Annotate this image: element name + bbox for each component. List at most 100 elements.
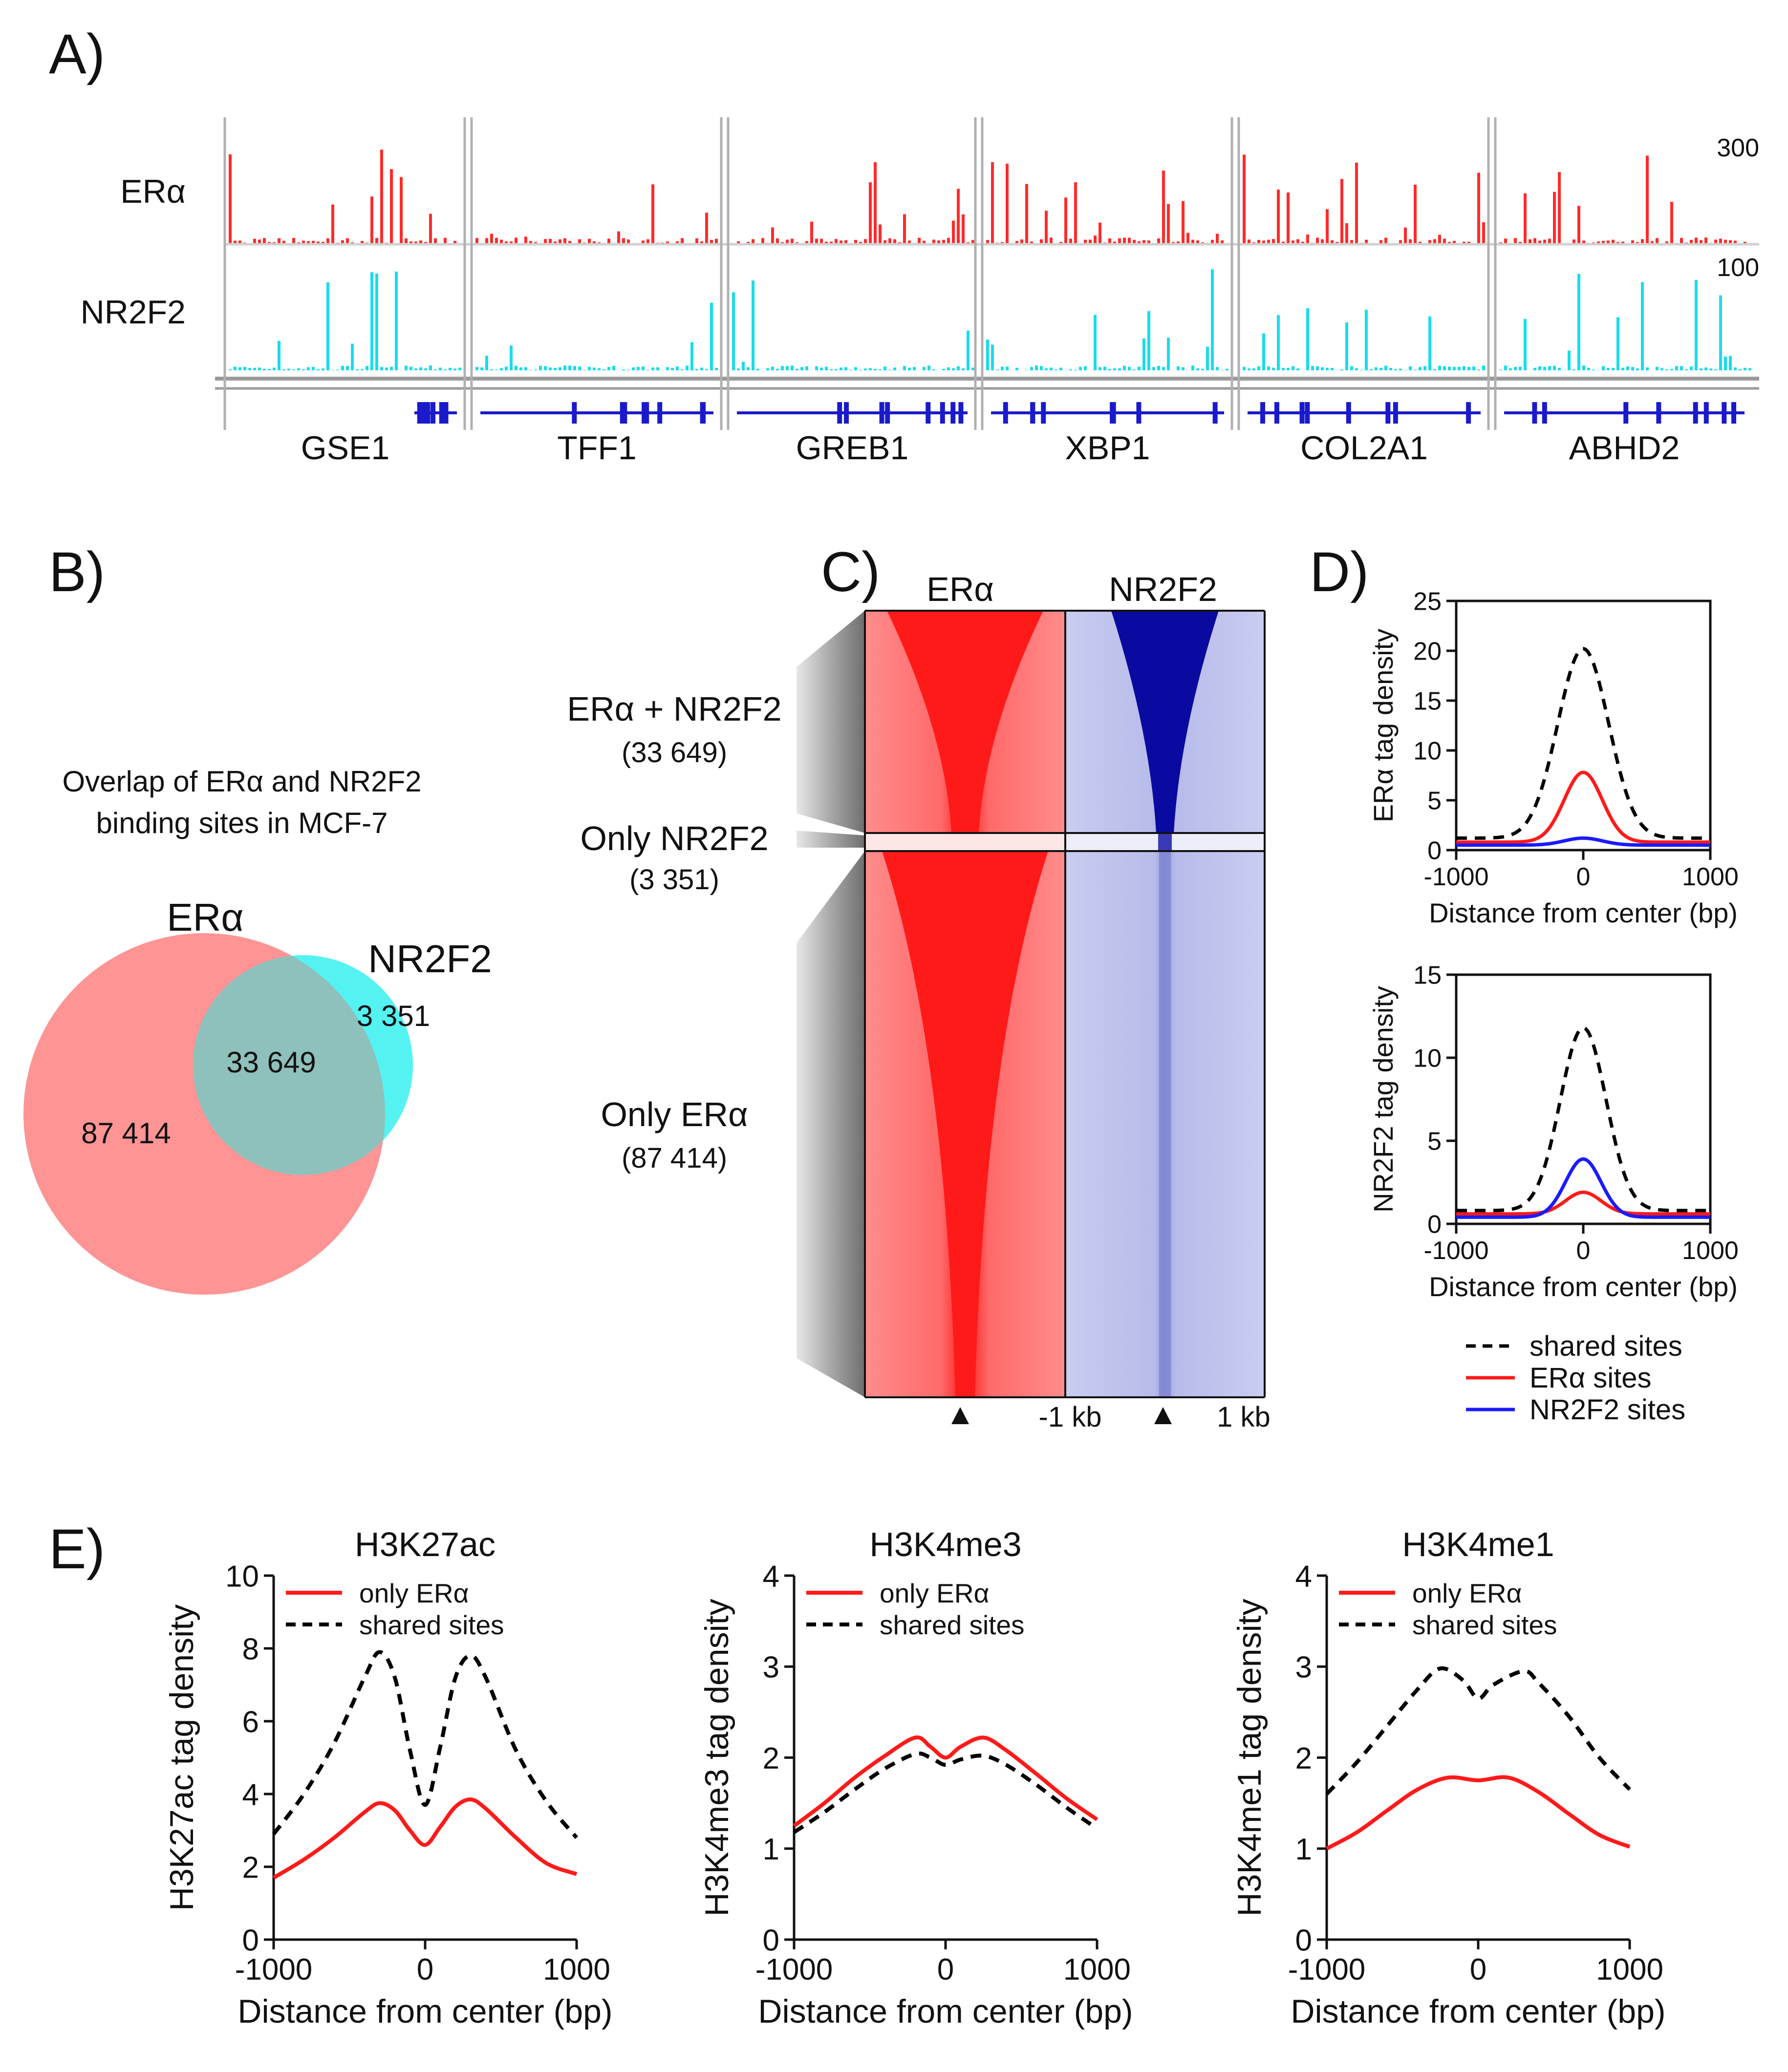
era-signal-bar [1453, 240, 1456, 244]
nr2f2-signal-bar [1040, 366, 1043, 370]
gene-exon [1722, 402, 1727, 424]
x-axis-label: Distance from center (bp) [237, 1993, 612, 2030]
nr2f2-signal-bar [1660, 368, 1663, 370]
nr2f2-signal-bar [1685, 369, 1688, 370]
era-signal-bar [1651, 241, 1654, 244]
era-signal-bar [1529, 239, 1531, 244]
nr2f2-signal-bar [1409, 366, 1412, 370]
series-line-shared-sites [1456, 647, 1710, 840]
gene-exon [1003, 402, 1008, 424]
gene-exon [644, 402, 649, 424]
group-shared-count: (33 649) [622, 737, 727, 769]
era-signal-bar [1262, 240, 1265, 244]
nr2f2-signal-bar [1577, 274, 1580, 370]
plot-frame [1455, 973, 1712, 1225]
gene-name: GREB1 [796, 429, 909, 467]
nr2f2-signal-bar [883, 366, 886, 370]
nr2f2-signal-bar [1001, 366, 1004, 370]
nr2f2-signal-bar [1182, 367, 1185, 370]
era-signal-bar [888, 238, 891, 244]
legend-label: only ERα [880, 1578, 989, 1608]
era-signal-bar [771, 227, 774, 244]
era-signal-bar [893, 239, 896, 244]
era-signal-bar [1108, 238, 1111, 244]
era-signal-bar [444, 237, 447, 244]
nr2f2-signal-bar [1277, 315, 1280, 370]
nr2f2-signal-bar [539, 365, 542, 370]
era-signal-bar [1296, 239, 1299, 244]
nr2f2-signal-bar [1656, 366, 1659, 370]
x-axis-label: Distance from center (bp) [1429, 897, 1738, 928]
era-signal-bar [229, 154, 232, 244]
nr2f2-signal-bar [1147, 311, 1150, 370]
x-tick-label: -1000 [235, 1953, 313, 1987]
plot-frame [1455, 599, 1712, 852]
nr2f2-signal-bar [1389, 367, 1392, 370]
era-signal-bar [971, 240, 974, 244]
x-tick-label: -1000 [755, 1953, 833, 1987]
nr2f2-signal-bar [282, 369, 285, 370]
era-signal-bar [1548, 238, 1551, 244]
gene-exon [1532, 402, 1537, 424]
era-signal-bar [1186, 233, 1189, 244]
era-signal-bar [1306, 235, 1309, 244]
era-signal-bar [1340, 179, 1343, 244]
nr2f2-signal-bar [1616, 317, 1619, 370]
era-signal-bar [563, 238, 566, 244]
y-tick-label: 2 [763, 1742, 779, 1775]
nr2f2-signal-bar [1641, 282, 1644, 370]
era-signal-bar [1384, 237, 1387, 244]
era-signal-bar [346, 238, 349, 244]
era-signal-bar [942, 239, 945, 244]
nr2f2-signal-bar [1477, 369, 1480, 370]
era-signal-bar [1670, 202, 1673, 244]
nr2f2-signal-bar [781, 366, 784, 370]
era-signal-bar [453, 240, 456, 244]
era-signal-bar [1719, 238, 1722, 244]
nr2f2-signal-bar [800, 367, 803, 370]
nr2f2-signal-bar [1443, 366, 1446, 370]
center-marker-nr2f2 [1154, 1407, 1172, 1424]
x-tick-label: 0 [1470, 1953, 1486, 1987]
x-tick-label: 1000 [1596, 1953, 1663, 1987]
x-tick-label: 0 [417, 1953, 433, 1987]
era-signal-bar [341, 240, 344, 244]
nr2f2-signal-bar [747, 367, 750, 370]
era-signal-bar [559, 239, 561, 244]
era-signal-bar [1543, 239, 1546, 244]
nr2f2-signal-bar [1035, 365, 1038, 370]
era-signal-bar [986, 240, 989, 244]
era-signal-bar [1142, 240, 1145, 244]
nr2f2-signal-bar [1306, 308, 1309, 370]
era-signal-bar [1700, 240, 1702, 244]
era-signal-bar [1428, 240, 1431, 244]
nr2f2-signal-bar [434, 369, 437, 370]
nr2f2-signal-bar [1084, 366, 1087, 370]
nr2f2-signal-bar [632, 367, 635, 370]
nr2f2-signal-bar [1734, 367, 1737, 370]
nr2f2-signal-bar [791, 365, 794, 370]
y-tick-label: 10 [225, 1559, 259, 1593]
era-signal-bar [957, 189, 960, 244]
era-signal-bar [475, 238, 478, 244]
era-signal-bar [791, 238, 794, 244]
heatmap-axis-left: -1 kb [1039, 1401, 1102, 1433]
nr2f2-signal-bar [805, 366, 808, 370]
nr2f2-signal-bar [1524, 319, 1527, 370]
nr2f2-signal-bar [637, 366, 640, 370]
era-signal-bar [282, 240, 285, 244]
y-axis-label: H3K4me1 tag density [1231, 1599, 1268, 1916]
nr2f2-faint-signal [1159, 851, 1171, 1397]
panel-d-label: D) [1310, 541, 1369, 603]
era-signal-bar [705, 213, 708, 244]
fan-only-era [797, 851, 865, 1397]
nr2f2-signal-bar [1059, 367, 1062, 370]
nr2f2-signal-bar [361, 369, 364, 370]
era-signal-bar [1514, 238, 1517, 244]
era-signal-bar [676, 241, 679, 244]
y-axis-label: NR2F2 tag density [1368, 986, 1399, 1213]
nr2f2-signal-bar [1267, 366, 1270, 370]
y-tick-label: 4 [763, 1559, 779, 1593]
nr2f2-signal-bar [1499, 369, 1502, 370]
heatmap-axis-right: 1 kb [1217, 1401, 1271, 1433]
